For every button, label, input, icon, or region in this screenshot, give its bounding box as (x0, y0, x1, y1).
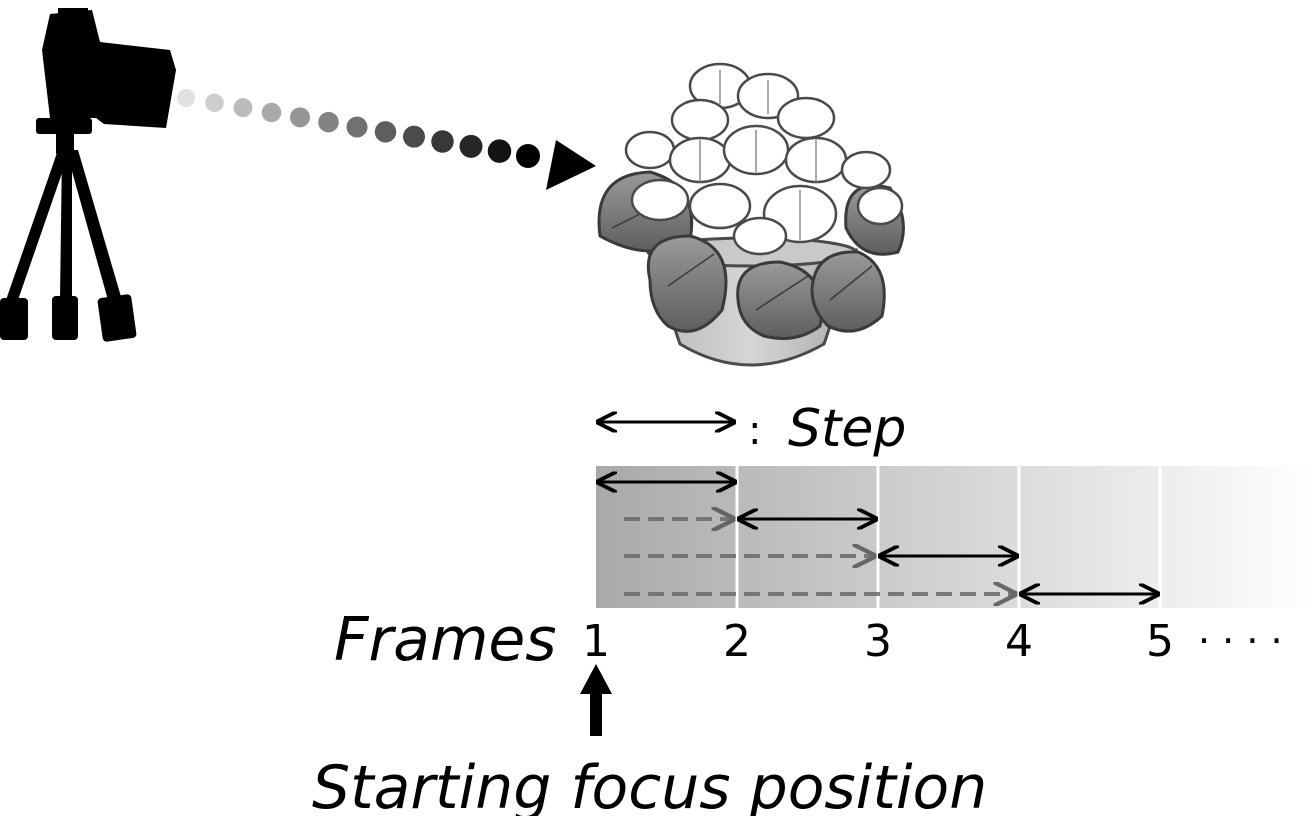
frame-number: 5 (1146, 616, 1174, 667)
frame-number: 3 (864, 616, 892, 667)
step-legend: : Step (598, 399, 906, 459)
focus-dot (487, 139, 512, 163)
caption: Starting focus position (312, 753, 987, 816)
focus-dot (374, 121, 397, 143)
frame-number: 4 (1005, 616, 1033, 667)
flower-pot-icon (597, 62, 905, 367)
focus-dot (431, 130, 454, 153)
frame-number: 2 (723, 616, 751, 667)
focus-dot (177, 89, 195, 107)
ellipsis: · · · · (1198, 619, 1283, 663)
focus-band (596, 466, 1312, 608)
focus-dot (318, 111, 339, 133)
frames-label: Frames (334, 605, 557, 675)
up-arrow-icon (580, 664, 612, 736)
focus-dot (516, 144, 540, 168)
focus-dot (205, 93, 224, 113)
focus-dot (346, 116, 368, 138)
focus-dot (290, 107, 310, 128)
focus-dot (261, 102, 282, 123)
focus-dot (403, 125, 425, 148)
frame-number: 1 (582, 616, 610, 667)
legend-separator: : (748, 408, 761, 454)
camera-on-tripod-icon (0, 8, 176, 342)
focus-dot (459, 134, 483, 158)
dotted-arrow-icon (177, 89, 596, 190)
step-label: Step (788, 399, 906, 459)
frame-numbers: 1 2 3 4 5 (582, 616, 1174, 667)
focus-dot (233, 98, 253, 118)
